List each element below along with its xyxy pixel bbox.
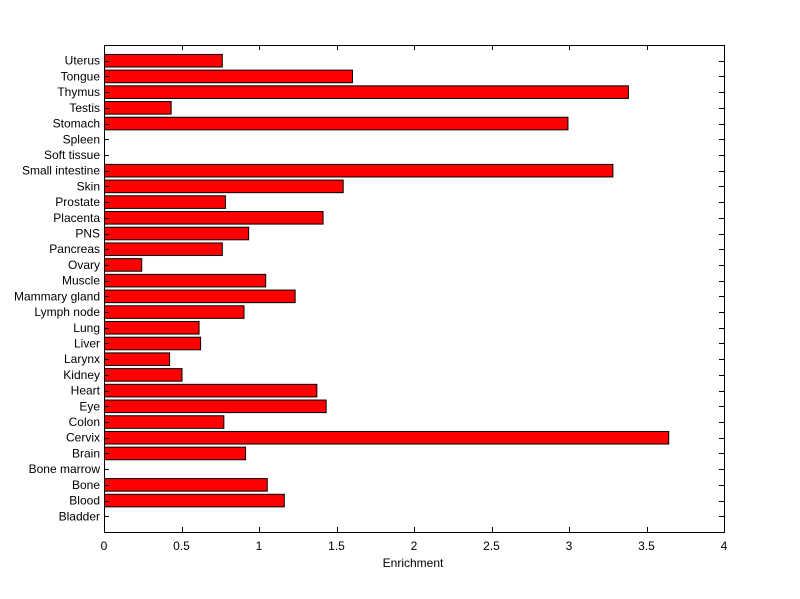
bar-small-intestine xyxy=(104,163,614,178)
x-axis-label: Enrichment xyxy=(383,556,444,570)
x-tick-label: 3.5 xyxy=(638,539,655,553)
bar-thymus xyxy=(104,85,629,99)
bar-brain xyxy=(104,446,247,461)
bar-lung xyxy=(104,320,200,335)
y-tick-label: Muscle xyxy=(62,274,100,288)
x-tick-label: 3 xyxy=(566,539,573,553)
bar-kidney xyxy=(104,368,183,382)
y-tick-label: Bone xyxy=(72,478,100,492)
bar-heart xyxy=(104,383,318,398)
bar-muscle xyxy=(104,273,267,288)
y-tick-label: Kidney xyxy=(63,368,100,382)
y-tick-label: Uterus xyxy=(65,54,100,68)
y-tick-label: Colon xyxy=(69,415,100,429)
bar-colon xyxy=(104,415,225,429)
y-tick-label: Brain xyxy=(72,446,100,460)
x-tick-label: 0 xyxy=(101,539,108,553)
y-tick-label: Pancreas xyxy=(49,242,100,256)
y-tick-label: Larynx xyxy=(64,352,100,366)
y-tick-label: Skin xyxy=(77,179,100,193)
y-tick-label: Bone marrow xyxy=(29,462,101,476)
bar-testis xyxy=(104,101,172,115)
bars-layer xyxy=(104,53,670,508)
y-tick-label: Mammary gland xyxy=(14,289,100,303)
y-tick-label: Liver xyxy=(74,336,100,350)
y-tick-label: Placenta xyxy=(53,211,100,225)
x-tick-label: 1.5 xyxy=(328,539,345,553)
x-tick-label: 1 xyxy=(256,539,263,553)
y-tick-label: Testis xyxy=(69,101,100,115)
y-tick-label: Blood xyxy=(69,494,100,508)
y-tick-label: Heart xyxy=(71,384,101,398)
bar-uterus xyxy=(104,53,223,68)
x-tick-label: 4 xyxy=(721,539,728,553)
bar-pancreas xyxy=(104,242,223,257)
bar-skin xyxy=(104,179,344,194)
bar-mammary-gland xyxy=(104,289,296,304)
x-tick-label: 2 xyxy=(411,539,418,553)
bar-stomach xyxy=(104,116,569,131)
y-tick-label: Tongue xyxy=(61,69,101,83)
y-tick-label: Eye xyxy=(79,399,100,413)
bar-ovary xyxy=(104,258,143,272)
bar-bone xyxy=(104,478,268,492)
bar-placenta xyxy=(104,211,324,225)
y-tick-label: Small intestine xyxy=(22,164,100,178)
y-tick-label: Lung xyxy=(73,321,100,335)
y-tick-label: Cervix xyxy=(66,431,100,445)
bar-larynx xyxy=(104,352,171,366)
x-tick-label: 2.5 xyxy=(483,539,500,553)
bar-lymph-node xyxy=(104,305,245,319)
bar-cervix xyxy=(104,430,670,445)
y-tick-label: Lymph node xyxy=(34,305,100,319)
x-axis-ticks: 0 0.5 1 1.5 2 2.5 3 3.5 4 xyxy=(101,45,728,553)
y-tick-label: Bladder xyxy=(59,509,100,523)
y-tick-label: Prostate xyxy=(55,195,100,209)
y-tick-label: Spleen xyxy=(63,132,100,146)
bar-blood xyxy=(104,493,285,508)
bar-liver xyxy=(104,336,202,351)
bar-eye xyxy=(104,399,327,414)
bar-tongue xyxy=(104,69,353,84)
bar-prostate xyxy=(104,195,226,209)
y-tick-label: PNS xyxy=(75,227,100,241)
y-tick-label: Stomach xyxy=(53,117,100,131)
bar-pns xyxy=(104,226,250,241)
y-tick-label: Soft tissue xyxy=(44,148,100,162)
x-tick-label: 0.5 xyxy=(173,539,190,553)
y-tick-label: Thymus xyxy=(57,85,100,99)
y-tick-label: Ovary xyxy=(68,258,100,272)
